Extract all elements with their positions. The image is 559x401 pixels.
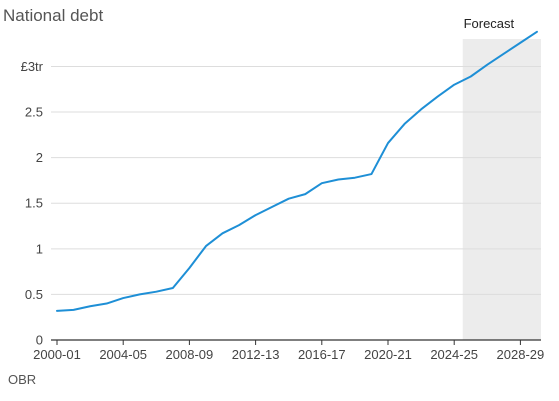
x-tick-label: 2004-05	[99, 347, 147, 362]
x-tick-label: 2028-29	[497, 347, 545, 362]
y-tick-label: 2	[36, 150, 43, 165]
y-tick-label: 0	[36, 333, 43, 348]
source-note: OBR	[8, 372, 36, 387]
x-tick-label: 2024-25	[430, 347, 478, 362]
y-tick-label: £3tr	[21, 59, 44, 74]
forecast-label: Forecast	[464, 16, 515, 31]
forecast-region: Forecast	[462, 16, 541, 340]
x-tick-label: 2012-13	[232, 347, 280, 362]
debt-line	[56, 30, 538, 312]
y-tick-label: 1	[36, 241, 43, 256]
y-tick-label: 0.5	[25, 287, 43, 302]
x-axis-ticks: 2000-01 2004-05 2008-09 2012-13 2016-17 2020-…	[33, 340, 544, 362]
gridlines	[51, 65, 541, 341]
y-tick-label: 1.5	[25, 196, 43, 211]
forecast-shade	[462, 39, 541, 340]
x-tick-label: 2016-17	[298, 347, 346, 362]
x-tick-label: 2008-09	[166, 347, 214, 362]
y-axis-ticks: 0 0.5 1 1.5 2 2.5 £3tr	[21, 59, 44, 348]
chart-title: National debt	[3, 6, 103, 25]
x-tick-label: 2020-21	[364, 347, 412, 362]
y-tick-label: 2.5	[25, 105, 43, 120]
x-tick-label: 2000-01	[33, 347, 81, 362]
series-layer	[56, 30, 538, 312]
